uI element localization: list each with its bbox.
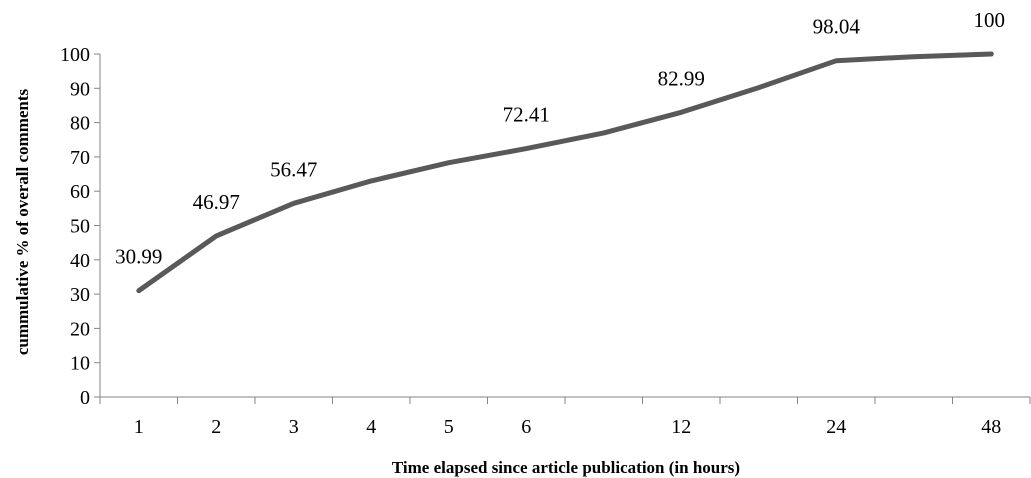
y-tick-label: 90 <box>70 78 90 100</box>
x-tick-label: 2 <box>211 416 221 438</box>
y-tick-label: 40 <box>70 250 90 272</box>
series-line <box>136 51 994 294</box>
x-tick-label: 4 <box>366 416 376 438</box>
y-axis: 0 10 20 30 40 50 60 70 80 90 100 <box>60 44 101 409</box>
y-tick-label: 80 <box>70 113 90 135</box>
x-tick-label: 3 <box>289 416 299 438</box>
data-label: 56.47 <box>270 157 317 181</box>
x-tick-label: 6 <box>521 416 531 438</box>
series-layer <box>136 51 994 294</box>
data-label: 82.99 <box>658 66 705 90</box>
x-tick-label: 1 <box>134 416 144 438</box>
y-axis-title: cummulative % of overall comments <box>13 88 32 355</box>
y-tick-label: 30 <box>70 284 90 306</box>
x-tick-label: 48 <box>981 416 1001 438</box>
data-label: 100 <box>974 8 1006 32</box>
y-tick-label: 20 <box>70 318 90 340</box>
x-axis: 1 2 3 4 5 6 12 24 48 <box>99 396 1031 438</box>
data-label: 46.97 <box>193 190 240 214</box>
y-tick-label: 50 <box>70 216 90 238</box>
x-tick-label: 24 <box>826 416 846 438</box>
x-tick-label: 5 <box>444 416 454 438</box>
y-tick-label: 10 <box>70 353 90 375</box>
y-tick-label: 0 <box>80 387 90 409</box>
x-tick-label: 12 <box>671 416 691 438</box>
x-axis-title: Time elapsed since article publication (… <box>392 458 740 477</box>
data-labels: 30.99 46.97 56.47 72.41 82.99 98.04 100 <box>115 8 1005 269</box>
y-tick-label: 70 <box>70 147 90 169</box>
data-label: 30.99 <box>115 245 162 269</box>
y-tick-label: 100 <box>60 44 90 66</box>
data-label: 72.41 <box>503 103 550 127</box>
y-tick-label: 60 <box>70 181 90 203</box>
data-label: 98.04 <box>813 15 861 39</box>
